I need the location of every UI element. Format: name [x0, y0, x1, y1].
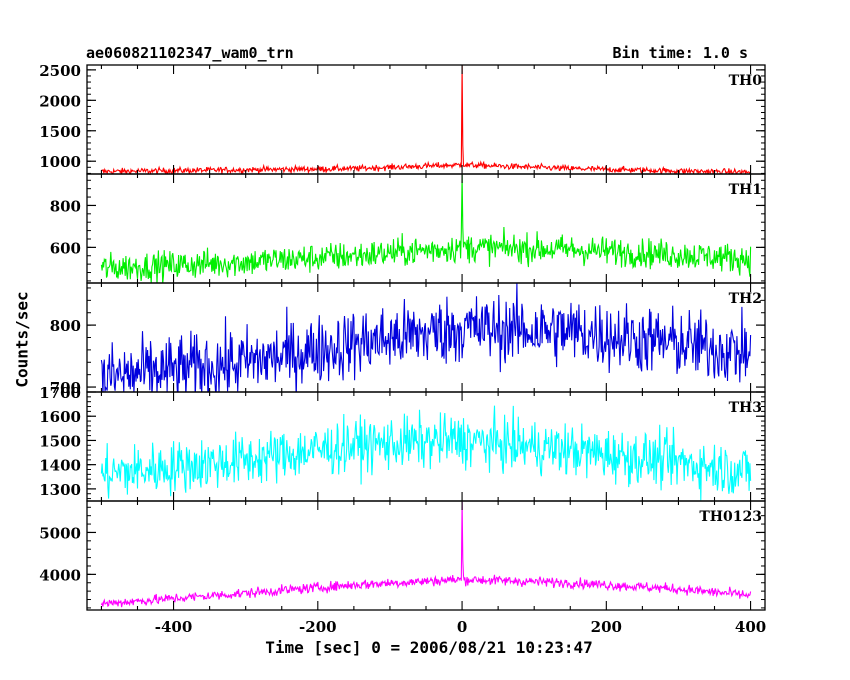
- panel-label: TH2: [729, 291, 762, 307]
- panel-label: TH3: [729, 400, 762, 416]
- x-tick-label: -400: [155, 618, 193, 636]
- series-line-th0: [101, 65, 752, 174]
- x-tick-label: 200: [591, 618, 622, 636]
- bin-time-label: Bin time: 1.0 s: [612, 44, 748, 62]
- panel-label: TH0123: [699, 509, 762, 525]
- y-tick-label: 600: [50, 239, 81, 257]
- panel-th1: 600 800 TH1: [50, 173, 766, 284]
- y-axis-label: Counts/sec: [12, 291, 32, 388]
- panel-frame: [86, 64, 766, 175]
- y-tick-label: 2000: [39, 92, 81, 110]
- panel-label: TH0: [729, 73, 763, 89]
- panel-th0123: 4000 5000 TH0123: [39, 500, 766, 611]
- series-line-th3: [100, 405, 752, 501]
- x-axis-label: Time [sec] 0 = 2006/08/21 10:23:47: [265, 638, 593, 657]
- chart-title: ae060821102347_wam0_trn: [86, 44, 294, 62]
- panel-frame: [86, 391, 766, 502]
- y-tick-label: 1500: [39, 123, 81, 141]
- y-tick-label: 700: [50, 379, 81, 397]
- y-tick-label: 800: [50, 317, 81, 335]
- panel-th2: 700 800 TH2: [50, 282, 766, 397]
- x-tick-label: 0: [457, 618, 467, 636]
- y-tick-label: 1300: [39, 481, 81, 499]
- y-tick-label: 1500: [39, 432, 81, 450]
- y-tick-label: 5000: [39, 524, 81, 542]
- y-tick-label: 1000: [39, 153, 81, 171]
- series-line-th2: [100, 283, 752, 392]
- y-tick-label: 1700: [39, 384, 81, 402]
- series-line-th1: [100, 174, 752, 283]
- panel-th3: 1300 1400 1500 1600 1700 TH3: [39, 384, 766, 502]
- panel-label: TH1: [729, 182, 762, 198]
- y-tick-label: 800: [50, 197, 81, 215]
- series-line-th0123: [100, 501, 752, 608]
- y-tick-label: 1600: [39, 408, 81, 426]
- panel-th0: 1000 1500 2000 2500 TH0: [39, 62, 766, 175]
- y-tick-label: 2500: [39, 62, 81, 80]
- panel-frame: [86, 500, 766, 611]
- y-tick-label: 4000: [39, 566, 81, 584]
- x-tick-label: -200: [299, 618, 337, 636]
- x-tick-label: 400: [735, 618, 766, 636]
- y-tick-label: 1400: [39, 457, 81, 475]
